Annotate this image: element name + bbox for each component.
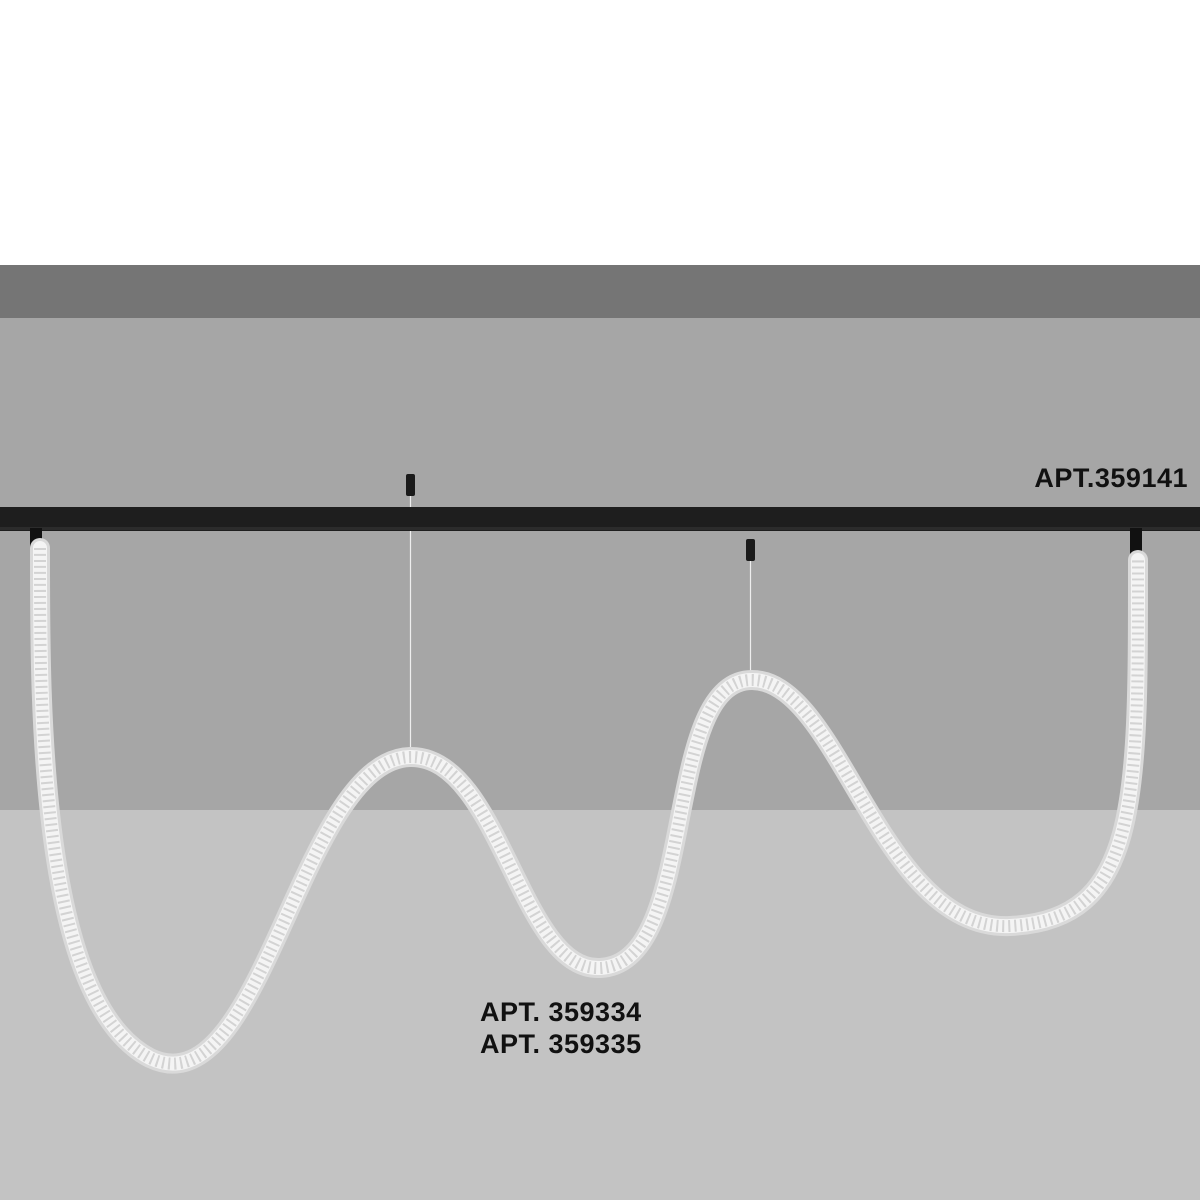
ceiling-background	[0, 0, 1200, 265]
suspension-left	[406, 474, 415, 755]
ceiling-edge	[0, 265, 1200, 318]
suspension-right	[746, 539, 755, 680]
floor	[0, 810, 1200, 1200]
product-article-labels: APT. 359334 APT. 359335	[480, 996, 642, 1060]
magnetic-track	[0, 507, 1200, 558]
product-article-label: APT. 359335	[480, 1029, 642, 1059]
flexible-rope-light	[29, 538, 1149, 1074]
track-article-label: APT.359141	[1034, 463, 1188, 493]
wall	[0, 318, 1200, 810]
product-article-label: APT. 359334	[480, 997, 642, 1027]
